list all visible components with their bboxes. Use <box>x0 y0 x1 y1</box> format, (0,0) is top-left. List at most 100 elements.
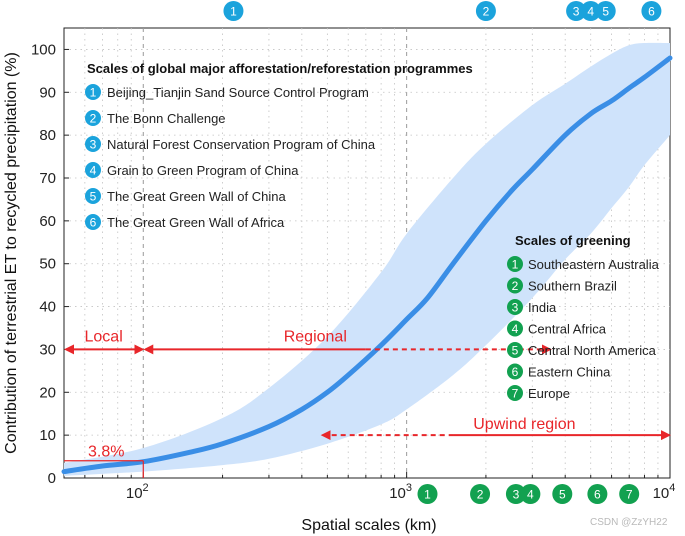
greening-scale-marker: 6 <box>587 484 608 504</box>
afforestation-legend-badge-circle <box>85 110 101 126</box>
greening-legend-badge-circle <box>507 363 523 380</box>
afforestation-scale-marker-circle <box>475 1 496 21</box>
afforestation-legend-label: The Great Green Wall of China <box>107 189 286 204</box>
afforestation-scale-marker: 4 <box>580 1 601 21</box>
watermark: CSDN @ZzYH22 <box>590 517 668 528</box>
y-tick-label: 70 <box>39 170 56 187</box>
afforestation-scale-marker: 6 <box>641 1 662 21</box>
x-axis-title: Spatial scales (km) <box>301 517 436 534</box>
afforestation-scale-marker-circle <box>566 1 587 21</box>
regional-label: Regional <box>284 328 347 345</box>
plot-frame <box>63 27 671 479</box>
greening-legend-badge: 6 <box>507 363 523 380</box>
y-tick-labels: 0 10 20 30 40 50 60 70 80 90 100 <box>31 41 56 487</box>
greening-scale-marker: 2 <box>470 484 491 504</box>
y-tick-label: 10 <box>39 427 56 444</box>
afforestation-legend-badge: 4 <box>85 162 101 178</box>
local-label: Local <box>85 328 123 345</box>
greening-scale-marker-circle <box>417 484 438 504</box>
greening-scale-marker: 3 <box>505 484 526 504</box>
greening-legend-label: India <box>528 300 557 315</box>
x-minor-ticks <box>84 472 659 478</box>
afforestation-legend-badge-number: 5 <box>90 190 97 204</box>
x-tick-labels: 102 103 104 <box>126 482 676 502</box>
afforestation-legend-badge-circle <box>85 188 101 204</box>
point-label: 3.8% <box>88 444 124 461</box>
greening-scale-marker-circle <box>505 484 526 504</box>
afforestation-scale-marker-circle <box>641 1 662 21</box>
x-tick-label: 104 <box>653 482 676 502</box>
greening-scale-marker-number: 7 <box>626 488 633 502</box>
greening-scale-marker: 4 <box>520 484 541 504</box>
greening-legend: 1 Southeastern Australia 2 Southern Brazil 3… <box>507 256 660 401</box>
greening-scale-marker-circle <box>619 484 640 504</box>
afforestation-scale-marker-number: 5 <box>602 5 609 19</box>
greening-legend-label: Southeastern Australia <box>528 257 660 272</box>
afforestation-legend-label: Natural Forest Conservation Program of C… <box>107 137 376 152</box>
greening-legend-badge: 3 <box>507 299 523 315</box>
greening-scale-marker-circle <box>470 484 491 504</box>
greening-legend-title: Scales of greening <box>515 233 631 248</box>
greening-legend-badge-number: 2 <box>512 279 519 293</box>
afforestation-legend-title: Scales of global major afforestation/ref… <box>87 61 473 76</box>
greening-legend-badge-circle <box>507 342 523 358</box>
afforestation-legend-badge-number: 4 <box>90 164 97 178</box>
y-tick-label: 20 <box>39 384 56 401</box>
afforestation-scale-marker-number: 4 <box>587 5 594 19</box>
afforestation-scale-marker: 5 <box>595 1 616 21</box>
afforestation-scale-marker: 2 <box>475 1 496 21</box>
y-tick-label: 60 <box>39 213 56 230</box>
greening-legend-badge-number: 6 <box>512 365 519 379</box>
greening-legend-badge-circle <box>507 385 523 401</box>
greening-scale-marker-number: 6 <box>594 488 601 502</box>
y-tick-label: 80 <box>39 127 56 144</box>
afforestation-legend-label: Grain to Green Program of China <box>107 163 299 178</box>
afforestation-scale-marker-circle <box>580 1 601 21</box>
mean-curve <box>61 55 673 475</box>
afforestation-legend-badge: 2 <box>85 110 101 126</box>
y-tick-label: 90 <box>39 84 56 101</box>
afforestation-scale-marker-circle <box>595 1 616 21</box>
greening-legend-badge-number: 3 <box>512 301 519 315</box>
greening-legend-badge: 7 <box>507 385 523 401</box>
afforestation-legend-badge: 5 <box>85 188 101 204</box>
greening-legend-badge: 1 <box>507 256 523 272</box>
greening-legend-badge: 5 <box>507 342 523 358</box>
afforestation-scale-marker-number: 6 <box>648 5 655 19</box>
greening-legend-label: Central Africa <box>528 322 607 337</box>
greening-scale-marker-circle <box>587 484 608 504</box>
greening-legend-label: Southern Brazil <box>528 279 617 294</box>
greening-scale-marker-number: 1 <box>424 488 431 502</box>
y-tick-label: 100 <box>31 41 56 58</box>
greening-legend-badge: 4 <box>507 320 523 337</box>
afforestation-scale-marker-number: 2 <box>483 5 490 19</box>
greening-scale-marker: 7 <box>619 484 640 504</box>
afforestation-legend-badge-number: 3 <box>90 138 97 152</box>
greening-legend-label: Europe <box>528 386 570 401</box>
greening-legend-badge: 2 <box>507 277 523 294</box>
y-axis-title: Contribution of terrestrial ET to recycl… <box>3 52 20 454</box>
greening-scale-marker-circle <box>520 484 541 504</box>
afforestation-scale-marker: 3 <box>566 1 587 21</box>
afforestation-scale-marker-number: 1 <box>230 5 237 19</box>
greening-scale-marker: 1 <box>417 484 438 504</box>
afforestation-legend: 1 Beijing_Tianjin Sand Source Control Pro… <box>85 84 376 230</box>
greening-scale-marker-number: 2 <box>477 488 484 502</box>
afforestation-legend-badge-circle <box>85 84 101 100</box>
greening-scale-marker: 5 <box>552 484 573 504</box>
afforestation-legend-badge-number: 2 <box>90 112 97 126</box>
afforestation-legend-badge: 6 <box>85 214 101 230</box>
afforestation-scale-marker: 1 <box>223 1 244 21</box>
greening-legend-badge-circle <box>507 277 523 294</box>
greening-scale-marker-circle <box>552 484 573 504</box>
uncertainty-band <box>64 42 670 476</box>
afforestation-scale-marker-number: 3 <box>573 5 580 19</box>
afforestation-legend-badge-circle <box>85 214 101 230</box>
greening-scale-marker-number: 4 <box>527 488 534 502</box>
afforestation-legend-label: The Great Green Wall of Africa <box>107 215 285 230</box>
greening-scale-marker-number: 3 <box>513 488 520 502</box>
x-tick-label: 102 <box>126 482 149 502</box>
